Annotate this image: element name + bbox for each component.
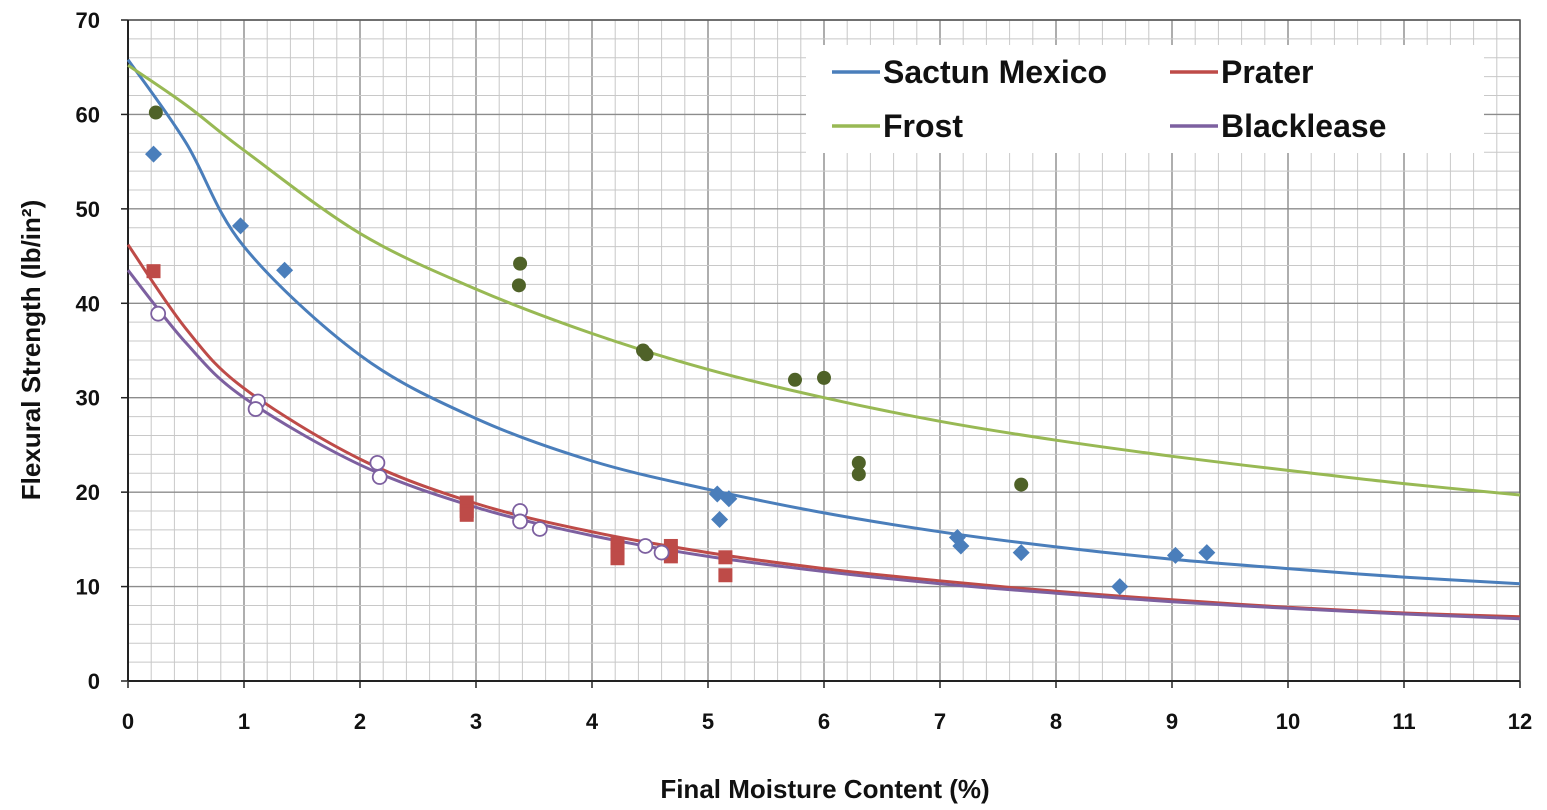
point-frost	[513, 256, 528, 271]
point-frost	[851, 455, 866, 470]
point-frost	[639, 347, 654, 362]
point-blacklease	[512, 513, 528, 530]
x-tick-label: 4	[586, 709, 599, 734]
point-prater	[459, 507, 474, 522]
point-frost	[148, 105, 163, 120]
point-prater	[146, 264, 161, 279]
legend-label-prater: Prater	[1221, 54, 1314, 90]
axes	[127, 19, 1521, 682]
point-sactun-mexico	[276, 261, 294, 279]
x-tick-label: 1	[238, 709, 250, 734]
y-tick-label: 40	[76, 291, 100, 316]
point-sactun-mexico	[232, 217, 250, 235]
legend-label-frost: Frost	[883, 108, 963, 144]
x-tick-label: 5	[702, 709, 714, 734]
trendline-blacklease	[126, 269, 1521, 621]
trendline-sactun-mexico	[126, 58, 1521, 586]
point-blacklease	[637, 538, 654, 554]
point-sactun-mexico	[145, 145, 163, 163]
legend-box	[806, 45, 1484, 153]
y-tick-label: 70	[76, 8, 100, 33]
point-frost	[511, 278, 526, 293]
x-tick-label: 0	[122, 709, 134, 734]
x-tick-label: 6	[818, 709, 830, 734]
x-tick-label: 8	[1050, 709, 1062, 734]
x-tick-label: 12	[1508, 709, 1532, 734]
x-tick-label: 10	[1276, 709, 1300, 734]
y-tick-label: 50	[76, 197, 100, 222]
y-tick-label: 10	[76, 575, 100, 600]
point-sactun-mexico	[1198, 544, 1216, 562]
x-tick-label: 2	[354, 709, 366, 734]
y-tick-label: 60	[76, 102, 100, 127]
point-frost	[851, 467, 866, 482]
x-tick-label: 3	[470, 709, 482, 734]
point-blacklease	[247, 401, 264, 417]
point-blacklease	[369, 454, 386, 471]
data-points	[145, 105, 1216, 596]
point-blacklease	[150, 305, 167, 322]
point-prater	[718, 550, 733, 565]
point-sactun-mexico	[1012, 544, 1030, 562]
x-tick-label: 11	[1392, 709, 1415, 734]
legend-label-sactun-mexico: Sactun Mexico	[883, 54, 1107, 90]
point-prater	[610, 551, 625, 566]
point-blacklease	[653, 544, 670, 561]
y-axis-title: Flexural Strength (lb/in²)	[16, 200, 46, 500]
point-sactun-mexico	[711, 511, 729, 529]
point-blacklease	[531, 521, 548, 537]
x-tick-label: 9	[1166, 709, 1178, 734]
x-tick-label: 7	[934, 709, 946, 734]
point-frost	[788, 372, 802, 387]
legend: Sactun Mexico Prater Frost Blacklease	[806, 45, 1484, 153]
point-prater	[718, 568, 733, 583]
y-tick-label: 30	[76, 386, 100, 411]
legend-label-blacklease: Blacklease	[1221, 108, 1386, 144]
y-tick-label: 0	[88, 669, 100, 694]
point-frost	[1014, 477, 1029, 492]
x-axis-title: Final Moisture Content (%)	[660, 774, 989, 804]
point-sactun-mexico	[952, 537, 970, 555]
trendline-frost	[127, 64, 1521, 497]
point-sactun-mexico	[1111, 578, 1129, 596]
point-sactun-mexico	[720, 490, 738, 508]
y-tick-label: 20	[76, 480, 100, 505]
point-blacklease	[371, 469, 388, 485]
point-frost	[817, 370, 831, 385]
point-sactun-mexico	[1166, 546, 1184, 564]
